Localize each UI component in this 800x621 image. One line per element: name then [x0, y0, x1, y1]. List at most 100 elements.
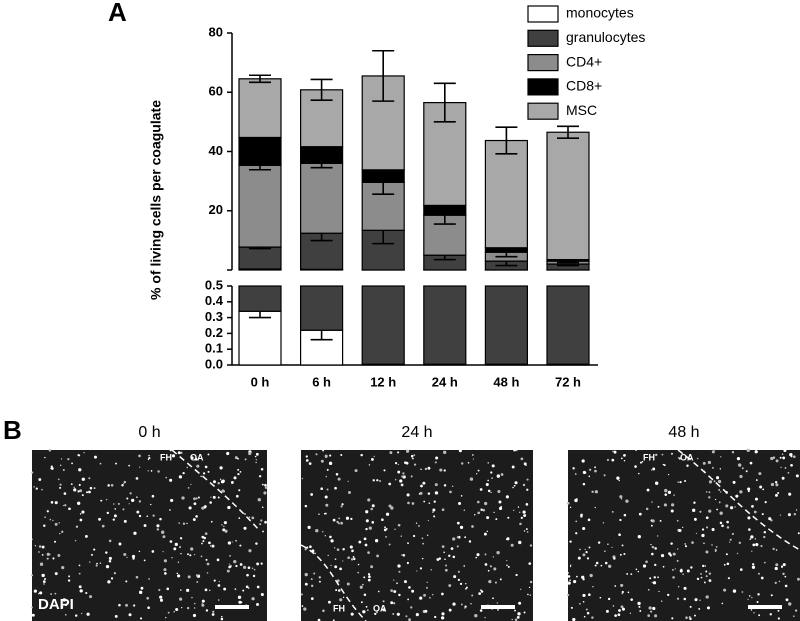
nucleus: [792, 615, 795, 618]
x-tick-label: 0 h: [251, 374, 270, 389]
nucleus: [441, 508, 445, 512]
nucleus: [714, 548, 717, 552]
nucleus: [173, 547, 177, 551]
nucleus: [54, 522, 58, 526]
nucleus: [219, 466, 223, 470]
nucleus: [588, 475, 591, 478]
nucleus: [227, 541, 232, 545]
nucleus: [518, 540, 522, 545]
nucleus: [654, 614, 658, 618]
nucleus: [471, 525, 474, 528]
nucleus: [359, 585, 363, 589]
nucleus: [188, 506, 192, 510]
nucleus: [350, 517, 353, 521]
boundary: [677, 449, 800, 551]
nucleus: [204, 465, 208, 469]
nucleus: [529, 544, 533, 547]
nucleus: [741, 467, 744, 470]
nucleus: [519, 511, 521, 513]
nucleus: [326, 468, 329, 471]
legend-swatch: [527, 102, 559, 120]
nucleus: [397, 523, 401, 527]
nucleus: [778, 580, 781, 583]
nucleus: [725, 504, 729, 508]
nucleus: [795, 509, 798, 511]
nucleus: [495, 518, 498, 521]
nucleus: [46, 557, 49, 560]
nucleus: [163, 559, 168, 563]
nucleus: [136, 510, 140, 514]
nucleus: [719, 491, 722, 493]
nucleus: [450, 547, 454, 550]
nucleus: [397, 463, 400, 466]
nucleus: [79, 589, 83, 593]
nucleus: [490, 471, 493, 474]
nucleus: [68, 575, 71, 578]
nucleus: [89, 561, 91, 563]
nucleus: [620, 605, 624, 609]
nucleus: [190, 547, 194, 551]
nucleus: [401, 475, 404, 478]
nucleus: [367, 498, 371, 502]
nucleus: [588, 546, 591, 549]
nucleus: [422, 481, 426, 485]
nucleus: [620, 583, 624, 587]
nucleus: [339, 598, 343, 602]
nucleus: [370, 565, 374, 569]
nucleus: [310, 578, 313, 581]
nucleus: [594, 564, 597, 567]
nucleus: [794, 609, 798, 612]
nucleus: [201, 603, 205, 607]
nucleus: [31, 606, 33, 609]
nucleus: [168, 508, 171, 511]
nucleus: [231, 541, 233, 543]
nucleus: [118, 603, 121, 607]
nucleus: [460, 603, 463, 606]
nucleus: [365, 510, 369, 514]
nucleus: [775, 493, 778, 497]
nucleus: [719, 511, 723, 515]
nucleus: [693, 517, 697, 521]
nucleus: [480, 589, 482, 592]
nucleus: [657, 505, 660, 508]
nucleus: [125, 603, 129, 607]
nucleus: [770, 594, 773, 597]
nucleus: [138, 550, 141, 553]
nucleus: [357, 571, 360, 574]
nucleus: [663, 503, 668, 507]
nucleus: [113, 514, 117, 518]
nucleus: [639, 610, 642, 612]
nucleus: [467, 461, 470, 464]
nucleus: [405, 449, 410, 453]
nucleus: [457, 578, 460, 581]
nucleus: [392, 612, 395, 615]
nucleus: [59, 533, 61, 535]
nucleus: [676, 519, 679, 522]
nucleus: [448, 584, 452, 587]
nucleus: [751, 565, 756, 569]
nucleus: [755, 543, 759, 547]
nucleus: [393, 579, 395, 581]
nucleus: [777, 491, 780, 494]
nucleus: [86, 612, 90, 616]
nucleus: [705, 575, 708, 578]
nucleus: [305, 455, 308, 458]
nucleus: [492, 556, 495, 558]
nucleus: [136, 496, 138, 498]
nucleus: [178, 545, 182, 549]
nucleus: [112, 518, 115, 521]
nucleus: [191, 596, 193, 599]
nucleus: [496, 474, 501, 478]
nucleus: [480, 508, 483, 511]
nucleus: [617, 613, 621, 617]
nucleus: [789, 452, 793, 457]
nucleus: [651, 552, 654, 556]
nucleus: [713, 480, 716, 483]
nucleus: [260, 467, 264, 471]
nucleus: [394, 528, 396, 530]
nucleus: [93, 455, 97, 459]
nucleus: [60, 605, 64, 609]
nucleus: [575, 473, 577, 475]
nucleus: [569, 565, 572, 568]
nucleus: [407, 542, 409, 545]
